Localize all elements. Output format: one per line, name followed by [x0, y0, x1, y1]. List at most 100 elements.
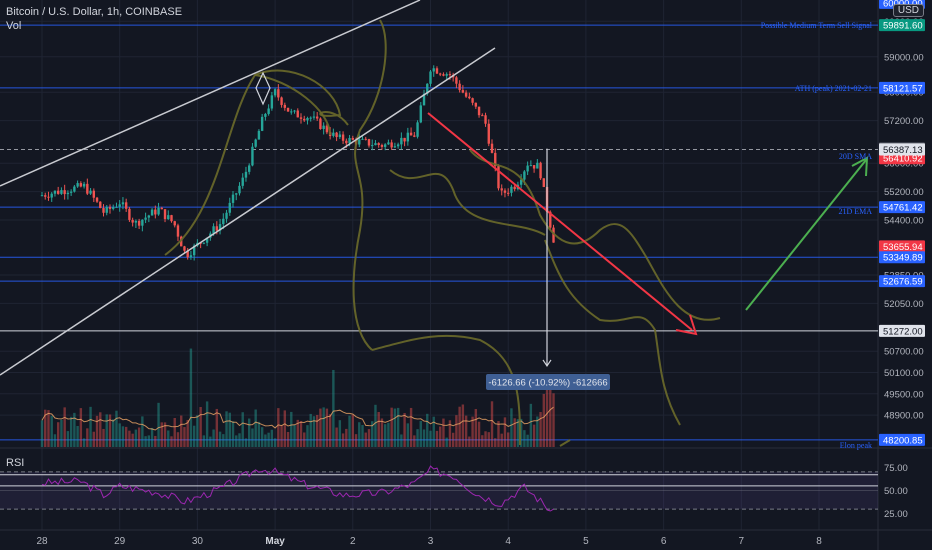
candle-body [303, 118, 306, 121]
candle-body [79, 183, 83, 187]
candle-body [273, 89, 277, 96]
volume-bar [468, 436, 471, 447]
volume-bar [380, 418, 384, 447]
volume-bar [141, 416, 144, 447]
volume-bar [176, 432, 180, 447]
volume-bar [225, 411, 228, 447]
volume-bar [536, 416, 539, 447]
candle-body [468, 96, 471, 99]
volume-bar [477, 421, 481, 447]
candle-body [82, 183, 86, 187]
candle-body [118, 204, 121, 207]
candle-body [286, 107, 290, 112]
candle-body [160, 207, 163, 210]
rsi-tick-label: 25.00 [884, 509, 908, 520]
volume-bar [306, 425, 309, 447]
volume-bar [124, 426, 128, 447]
candle-body [69, 191, 73, 193]
volume-bar [205, 401, 209, 447]
volume-bar [40, 420, 44, 447]
volume-bar [335, 427, 338, 447]
volume-bar [66, 431, 70, 447]
candle-body [484, 115, 487, 124]
price-label: 59891.60 [883, 21, 923, 32]
volume-bar [173, 417, 176, 447]
volume-bar [510, 408, 513, 447]
candle-body [455, 77, 458, 84]
candle-body [477, 106, 481, 116]
candle-body [108, 206, 112, 209]
candle-body [134, 220, 138, 223]
candle-body [341, 134, 345, 141]
volume-bar [192, 425, 196, 447]
candle-body [290, 111, 293, 113]
volume-bar [248, 418, 251, 447]
candle-body [238, 185, 241, 194]
price-label-box [879, 81, 925, 94]
candle-body [280, 97, 283, 105]
volume-bar [260, 427, 264, 447]
volume-bar [315, 414, 319, 447]
volume-bar [290, 411, 293, 447]
candle-body [510, 186, 513, 193]
volume-bar [128, 430, 131, 447]
candle-body [189, 255, 193, 258]
candle-body [500, 188, 503, 191]
volume-bar [50, 415, 53, 447]
currency-button[interactable]: USD [892, 4, 924, 17]
volume-bar [400, 434, 403, 447]
candle-body [218, 224, 222, 231]
volume-bar [180, 415, 183, 447]
candle-body [228, 202, 231, 213]
volume-bar [283, 410, 287, 447]
volume-bar [445, 437, 448, 447]
volume-bar [238, 433, 241, 447]
candle-body [348, 137, 351, 144]
volume-bar [108, 414, 112, 447]
volume-bar [115, 410, 118, 447]
volume-bar [170, 436, 173, 447]
volume-bar [429, 430, 432, 447]
candle-body [387, 142, 390, 145]
candle-body [539, 162, 542, 179]
volume-bar [367, 429, 371, 447]
y-tick-label: 54400.00 [884, 215, 924, 226]
volume-bar [500, 433, 503, 447]
candle-body [192, 245, 196, 256]
candle-body [44, 195, 47, 197]
price-label: 54761.42 [883, 203, 923, 214]
candle-body [494, 152, 497, 166]
candle-body [536, 162, 539, 169]
hand-drawn-curve [644, 254, 721, 321]
volume-bar [516, 419, 520, 447]
candle-body [296, 110, 299, 118]
volume-bar [257, 421, 261, 447]
candle-body [264, 113, 267, 117]
forecast-arrowhead-down [675, 314, 698, 336]
candle-body [128, 208, 131, 220]
candle-body [47, 196, 50, 198]
volume-bar [461, 404, 465, 447]
candle-body [299, 117, 303, 119]
candle-body [212, 226, 215, 234]
candle-body [121, 202, 125, 205]
volume-bar [254, 409, 257, 447]
y-tick-label: 49500.00 [884, 389, 924, 400]
volume-bar [280, 425, 283, 447]
volume-bar [235, 435, 238, 447]
hand-drawn-curve [469, 149, 646, 256]
y-tick-label: 50700.00 [884, 347, 924, 358]
volume-bar [503, 417, 507, 447]
volume-bar [303, 432, 306, 447]
candle-body [429, 71, 432, 84]
volume-bar [163, 422, 167, 447]
volume-bar [419, 420, 422, 447]
volume-bar [95, 415, 99, 447]
candle-body [416, 122, 419, 137]
volume-bar [293, 424, 296, 447]
candle-body [445, 74, 448, 76]
volume-bar [244, 438, 248, 447]
candle-body [215, 226, 219, 231]
candle-body [529, 165, 533, 167]
